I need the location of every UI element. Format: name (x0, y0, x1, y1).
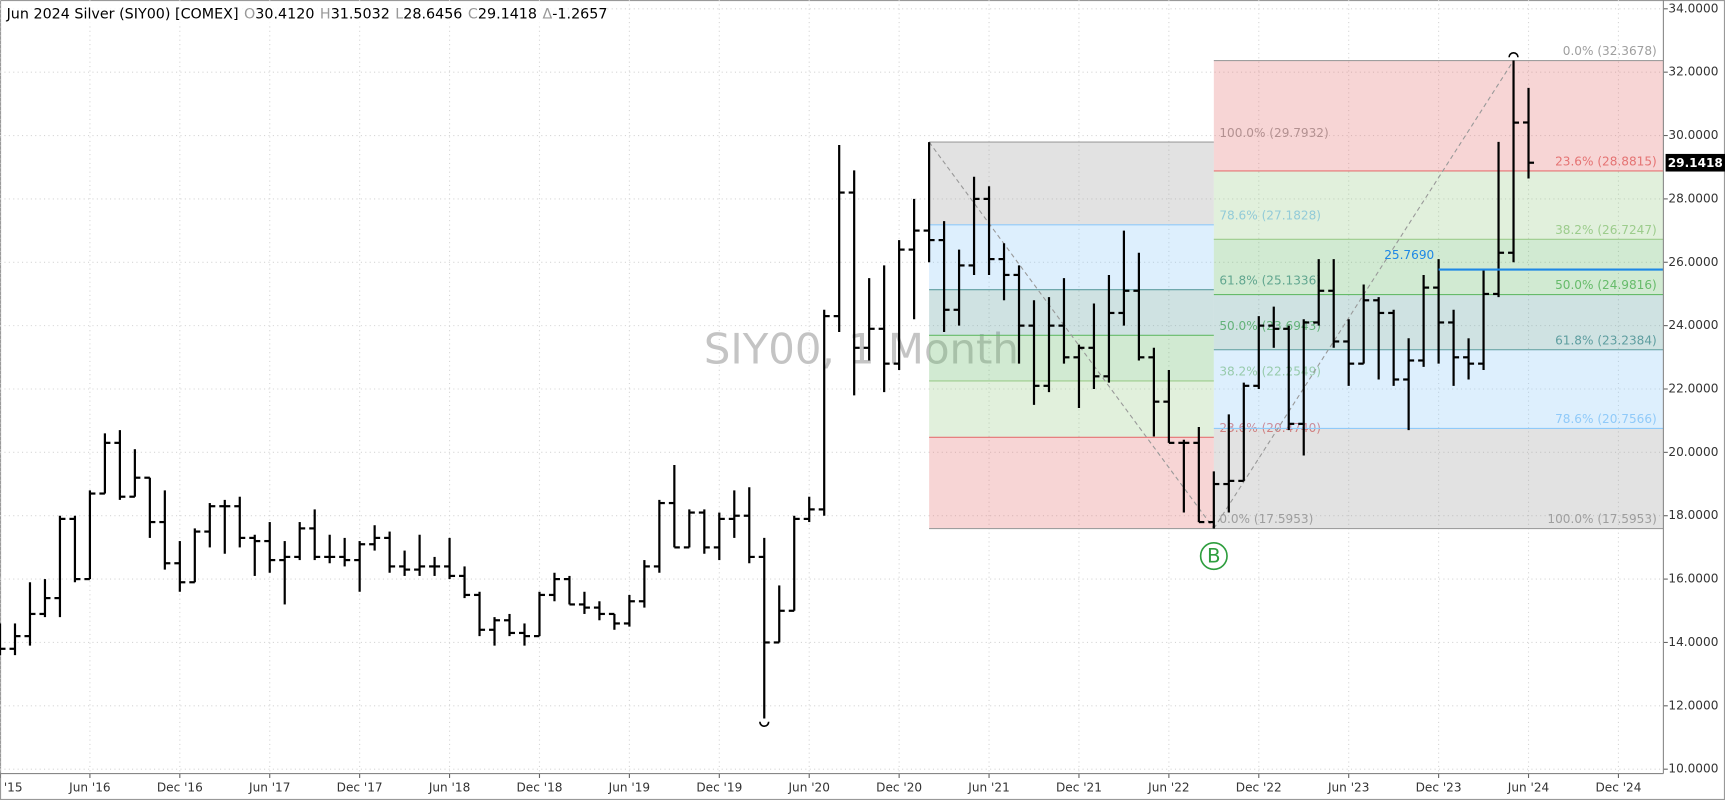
fib-trend (928, 141, 1215, 529)
x-tick-label: Jun '22 (1147, 780, 1189, 794)
header-key: H (320, 6, 331, 22)
y-tick-label: 26.0000 (1668, 255, 1718, 269)
x-tick-label: '15 (4, 780, 23, 794)
x-tick-label: Jun '24 (1507, 780, 1550, 794)
fib-label: 0.0% (17.5953) (1219, 512, 1313, 526)
fib-label: 100.0% (29.7932) (1219, 126, 1328, 140)
fib-label: 61.8% (23.2384) (1555, 333, 1657, 347)
y-tick-label: 28.0000 (1668, 191, 1718, 205)
fib-label: 23.6% (28.8815) (1555, 155, 1657, 169)
header-key: O (244, 6, 255, 22)
x-tick-label: Jun '19 (608, 780, 650, 794)
y-tick-label: 16.0000 (1668, 572, 1718, 586)
fib-label: 78.6% (20.7566) (1555, 412, 1657, 426)
header-value: 31.5032 (331, 6, 390, 22)
high-marker (1508, 52, 1519, 58)
x-tick-label: Dec '20 (876, 780, 922, 794)
low-marker (759, 721, 770, 728)
fib-band (1213, 170, 1664, 240)
x-tick-label: Dec '18 (516, 780, 562, 794)
fib-label: 50.0% (24.9816) (1555, 278, 1657, 292)
y-tick-label: 18.0000 (1668, 508, 1718, 522)
x-tick-label: Jun '20 (787, 780, 829, 794)
fib-band (929, 142, 1214, 225)
fib-band (929, 380, 1214, 438)
y-tick-label: 30.0000 (1668, 128, 1718, 142)
h-line-label: 25.7690 (1384, 248, 1434, 262)
fib-label: 100.0% (17.5953) (1547, 512, 1656, 526)
y-tick-label: 12.0000 (1668, 698, 1718, 712)
header-value: -1.2657 (552, 6, 607, 22)
header-key: L (395, 6, 403, 22)
y-tick-label: 22.0000 (1668, 381, 1718, 395)
fib-band (1213, 428, 1664, 529)
fib-band (929, 289, 1214, 336)
fib-label: 38.2% (26.7247) (1555, 223, 1657, 237)
fib-label: 61.8% (25.1336) (1219, 273, 1321, 287)
fib-band (1213, 60, 1664, 171)
x-tick-label: Dec '19 (696, 780, 742, 794)
x-tick-label: Jun '23 (1327, 780, 1369, 794)
y-tick-label: 34.0000 (1668, 1, 1718, 15)
x-tick-label: Jun '18 (428, 780, 470, 794)
x-tick-label: Dec '21 (1056, 780, 1102, 794)
marker-circle (1199, 542, 1228, 571)
fib-band (929, 437, 1214, 529)
y-tick-label: 10.0000 (1668, 762, 1718, 776)
fib-label: 78.6% (27.1828) (1219, 208, 1321, 222)
x-tick-label: Dec '23 (1416, 780, 1462, 794)
header-title: Jun 2024 Silver (SIY00) [COMEX] (6, 6, 239, 22)
fib-label: 38.2% (22.2549) (1219, 365, 1321, 379)
fib-band (929, 335, 1214, 381)
header-value: 30.4120 (255, 6, 314, 22)
x-tick-label: Jun '21 (967, 780, 1009, 794)
x-tick-label: Dec '22 (1236, 780, 1282, 794)
y-tick-label: 24.0000 (1668, 318, 1718, 332)
x-tick-label: Jun '16 (68, 780, 110, 794)
last-price-box (1665, 153, 1725, 172)
header-bg (2, 3, 557, 25)
header: Jun 2024 Silver (SIY00) [COMEX] O30.4120 H… (6, 6, 608, 22)
header-value: 28.6456 (403, 6, 462, 22)
y-tick-label: 20.0000 (1668, 445, 1718, 459)
y-tick-label: 14.0000 (1668, 635, 1718, 649)
x-tick-label: Dec '24 (1595, 780, 1641, 794)
marker-label: B (1207, 545, 1221, 568)
watermark: SIY00, 1 Month (704, 325, 1019, 374)
fib-label: 0.0% (32.3678) (1563, 44, 1657, 58)
x-tick-label: Dec '16 (157, 780, 203, 794)
x-tick-label: Jun '17 (248, 780, 290, 794)
x-tick-label: Dec '17 (337, 780, 383, 794)
header-key: C (468, 6, 478, 22)
header-key: Δ (543, 6, 553, 22)
fib-band (929, 224, 1214, 290)
header-value: 29.1418 (478, 6, 537, 22)
y-tick-label: 32.0000 (1668, 65, 1718, 79)
last-price-label: 29.1418 (1668, 156, 1723, 170)
